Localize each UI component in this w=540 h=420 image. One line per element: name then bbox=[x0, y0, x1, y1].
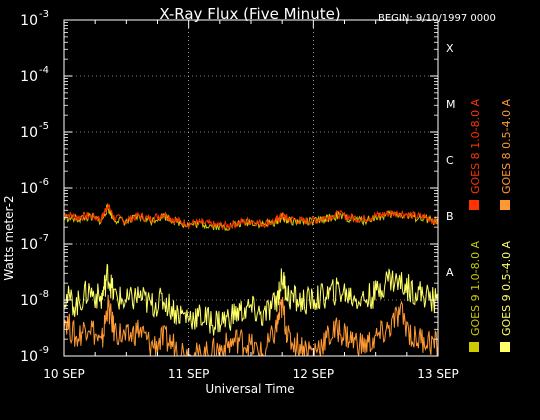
legend-swatch bbox=[469, 342, 479, 352]
flare-class-M: M bbox=[446, 98, 456, 111]
y-tick-exponent: -5 bbox=[39, 121, 49, 132]
legend-swatch bbox=[469, 200, 479, 210]
legend-item-0: GOES 8 1.0-8.0 A bbox=[469, 98, 482, 210]
legend-item-1: GOES 8 0.5-4.0 A bbox=[500, 98, 513, 210]
y-tick-label-6: 10 -9 bbox=[20, 345, 49, 365]
flare-class-C: C bbox=[446, 154, 454, 167]
flare-class-labels: X M C B A bbox=[446, 42, 456, 279]
y-tick-label-1: 10 -4 bbox=[20, 65, 49, 85]
flare-class-B: B bbox=[446, 210, 454, 223]
y-tick-labels: 10-310-410-510-610-710-810-9 bbox=[20, 9, 438, 365]
y-tick-base: 10 bbox=[20, 181, 38, 197]
plot-grid bbox=[64, 20, 438, 356]
legend-label: GOES 8 1.0-8.0 A bbox=[469, 98, 482, 194]
y-tick-label-4: 10 -7 bbox=[20, 233, 49, 253]
y-tick-exponent: -4 bbox=[39, 65, 49, 76]
y-tick-base: 10 bbox=[20, 69, 38, 85]
x-tick-label-2: 12 SEP bbox=[293, 367, 335, 381]
flare-class-X: X bbox=[446, 42, 454, 55]
x-tick-label-3: 13 SEP bbox=[417, 367, 459, 381]
y-tick-base: 10 bbox=[20, 293, 38, 309]
legend-item-2: GOES 9 1.0-8.0 A bbox=[469, 240, 482, 352]
x-tick-label-0: 10 SEP bbox=[43, 367, 85, 381]
y-axis-label: Watts meter-2 bbox=[2, 195, 16, 280]
y-tick-base: 10 bbox=[20, 125, 38, 141]
series-line-0 bbox=[63, 203, 439, 230]
legend-label: GOES 9 0.5-4.0 A bbox=[500, 240, 513, 336]
y-tick-exponent: -3 bbox=[39, 9, 49, 20]
y-tick-label-0: 10 -3 bbox=[20, 9, 49, 29]
legend: GOES 8 1.0-8.0 A GOES 8 0.5-4.0 A GOES 9 1… bbox=[469, 98, 513, 352]
y-tick-exponent: -8 bbox=[39, 289, 49, 300]
x-tick-label-1: 11 SEP bbox=[168, 367, 210, 381]
begin-label: BEGIN: 9/10/1997 0000 bbox=[378, 13, 496, 24]
series-line-1 bbox=[63, 294, 439, 357]
y-tick-exponent: -9 bbox=[39, 345, 49, 356]
y-tick-label-5: 10 -8 bbox=[20, 289, 49, 309]
x-tick-labels: 10 SEP 11 SEP 12 SEP 13 SEP bbox=[43, 20, 459, 381]
y-tick-base: 10 bbox=[20, 349, 38, 365]
chart-title: X-Ray Flux (Five Minute) bbox=[159, 5, 340, 23]
x-axis-label: Universal Time bbox=[205, 382, 294, 396]
y-tick-label-2: 10 -5 bbox=[20, 121, 49, 141]
series-line-3 bbox=[63, 263, 439, 336]
y-tick-exponent: -6 bbox=[39, 177, 49, 188]
legend-label: GOES 9 1.0-8.0 A bbox=[469, 240, 482, 336]
legend-item-3: GOES 9 0.5-4.0 A bbox=[500, 240, 513, 352]
flare-class-A: A bbox=[446, 266, 454, 279]
y-tick-exponent: -7 bbox=[39, 233, 49, 244]
y-tick-base: 10 bbox=[20, 237, 38, 253]
legend-label: GOES 8 0.5-4.0 A bbox=[500, 98, 513, 194]
y-tick-label-3: 10 -6 bbox=[20, 177, 49, 197]
y-tick-base: 10 bbox=[20, 13, 38, 29]
legend-swatch bbox=[500, 342, 510, 352]
legend-swatch bbox=[500, 200, 510, 210]
series-layer bbox=[63, 202, 439, 357]
